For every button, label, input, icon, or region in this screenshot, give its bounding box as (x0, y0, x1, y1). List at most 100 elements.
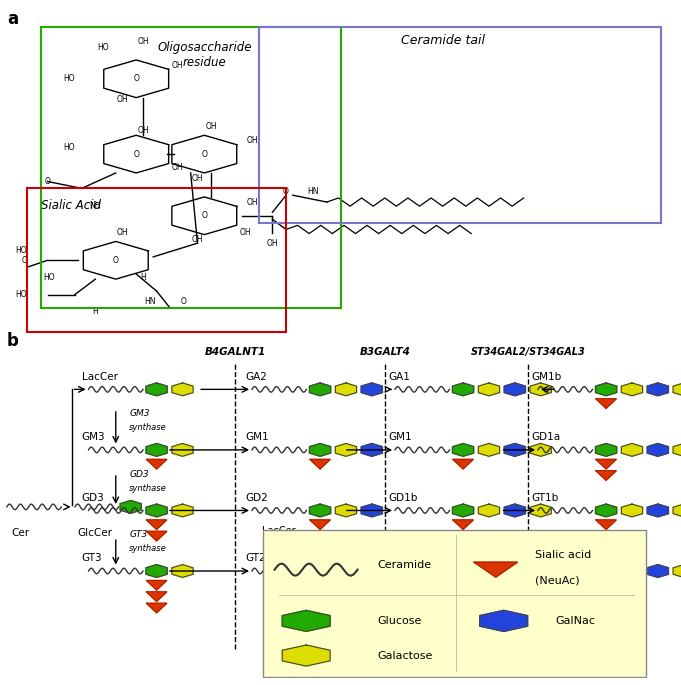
Polygon shape (146, 592, 167, 601)
Text: HO: HO (97, 43, 109, 53)
Polygon shape (310, 532, 330, 541)
Polygon shape (596, 532, 616, 541)
Polygon shape (504, 443, 526, 456)
Polygon shape (310, 603, 330, 613)
Polygon shape (478, 504, 500, 517)
Polygon shape (309, 443, 331, 456)
Polygon shape (453, 460, 473, 469)
Polygon shape (596, 471, 616, 480)
Text: synthase: synthase (129, 484, 167, 493)
Text: GD3: GD3 (129, 470, 149, 479)
Polygon shape (120, 501, 142, 513)
Text: OH: OH (137, 125, 149, 135)
Text: OH: OH (191, 235, 204, 245)
Polygon shape (595, 564, 617, 577)
Text: O: O (45, 177, 50, 186)
Text: OH: OH (116, 228, 129, 238)
Text: GlcCer: GlcCer (78, 528, 113, 538)
Text: H: H (93, 307, 98, 316)
Text: GD3: GD3 (82, 493, 104, 503)
Text: GM1: GM1 (245, 432, 269, 442)
Text: Sialic Acid: Sialic Acid (41, 199, 101, 212)
Text: GalNac: GalNac (555, 616, 595, 626)
Polygon shape (172, 443, 193, 456)
Polygon shape (361, 564, 383, 577)
Polygon shape (172, 383, 193, 396)
Polygon shape (146, 564, 168, 577)
Polygon shape (335, 443, 357, 456)
Polygon shape (504, 383, 526, 396)
Text: GT2: GT2 (245, 553, 266, 563)
Polygon shape (172, 564, 193, 577)
Polygon shape (673, 383, 681, 396)
Polygon shape (530, 383, 552, 396)
Polygon shape (309, 383, 331, 396)
Polygon shape (595, 443, 617, 456)
Text: GT1c: GT1c (388, 553, 415, 563)
Text: GA2: GA2 (245, 371, 267, 382)
Text: OH: OH (205, 122, 217, 132)
Text: GD1b: GD1b (388, 493, 417, 503)
Polygon shape (621, 383, 643, 396)
Polygon shape (596, 592, 616, 601)
Text: O: O (202, 149, 207, 159)
Text: GM3: GM3 (129, 409, 150, 418)
Polygon shape (146, 603, 167, 613)
Polygon shape (309, 504, 331, 517)
Polygon shape (361, 383, 383, 396)
Text: GM1b: GM1b (531, 371, 561, 382)
Polygon shape (310, 460, 330, 469)
Polygon shape (452, 564, 474, 577)
Polygon shape (146, 443, 168, 456)
Text: HO: HO (63, 142, 75, 152)
Polygon shape (478, 443, 500, 456)
Text: OH: OH (246, 136, 258, 145)
Polygon shape (621, 504, 643, 517)
Text: OH: OH (171, 163, 183, 173)
Polygon shape (596, 614, 616, 624)
Polygon shape (282, 610, 330, 632)
Text: OH: OH (116, 95, 129, 104)
Text: Oligosaccharide
residue: Oligosaccharide residue (157, 41, 251, 69)
Polygon shape (478, 383, 500, 396)
Text: Glucose: Glucose (377, 616, 422, 626)
Polygon shape (647, 504, 669, 517)
Text: GM1: GM1 (388, 432, 412, 442)
Polygon shape (452, 504, 474, 517)
Polygon shape (146, 532, 167, 541)
Polygon shape (453, 520, 473, 530)
Text: O: O (202, 211, 207, 221)
Polygon shape (310, 580, 330, 590)
Text: ST34GAL2/ST34GAL3: ST34GAL2/ST34GAL3 (471, 347, 585, 357)
Polygon shape (310, 520, 330, 530)
Polygon shape (361, 504, 383, 517)
Text: synthase: synthase (129, 545, 167, 553)
Polygon shape (282, 645, 330, 666)
Text: O: O (133, 74, 139, 84)
Text: GA1: GA1 (388, 371, 410, 382)
Text: b: b (7, 332, 18, 350)
Polygon shape (309, 564, 331, 577)
Text: GD1a: GD1a (531, 432, 560, 442)
Text: O: O (133, 149, 139, 159)
Polygon shape (172, 504, 193, 517)
Text: HN: HN (144, 297, 155, 306)
Text: Cer: Cer (12, 528, 29, 538)
Text: a: a (7, 10, 18, 28)
Text: GM3: GM3 (82, 432, 106, 442)
Polygon shape (530, 443, 552, 456)
Text: HO: HO (63, 74, 75, 84)
Text: OH: OH (246, 197, 258, 207)
Polygon shape (479, 610, 528, 632)
Polygon shape (474, 562, 518, 577)
Text: GD2: GD2 (245, 493, 268, 503)
Text: H: H (140, 273, 146, 282)
Polygon shape (596, 543, 616, 552)
Polygon shape (453, 580, 473, 590)
Text: GT3: GT3 (129, 530, 148, 539)
Text: Ceramide tail: Ceramide tail (400, 34, 485, 47)
Text: O: O (283, 187, 289, 197)
Polygon shape (673, 504, 681, 517)
Text: Galactose: Galactose (377, 651, 432, 660)
Polygon shape (146, 580, 167, 590)
